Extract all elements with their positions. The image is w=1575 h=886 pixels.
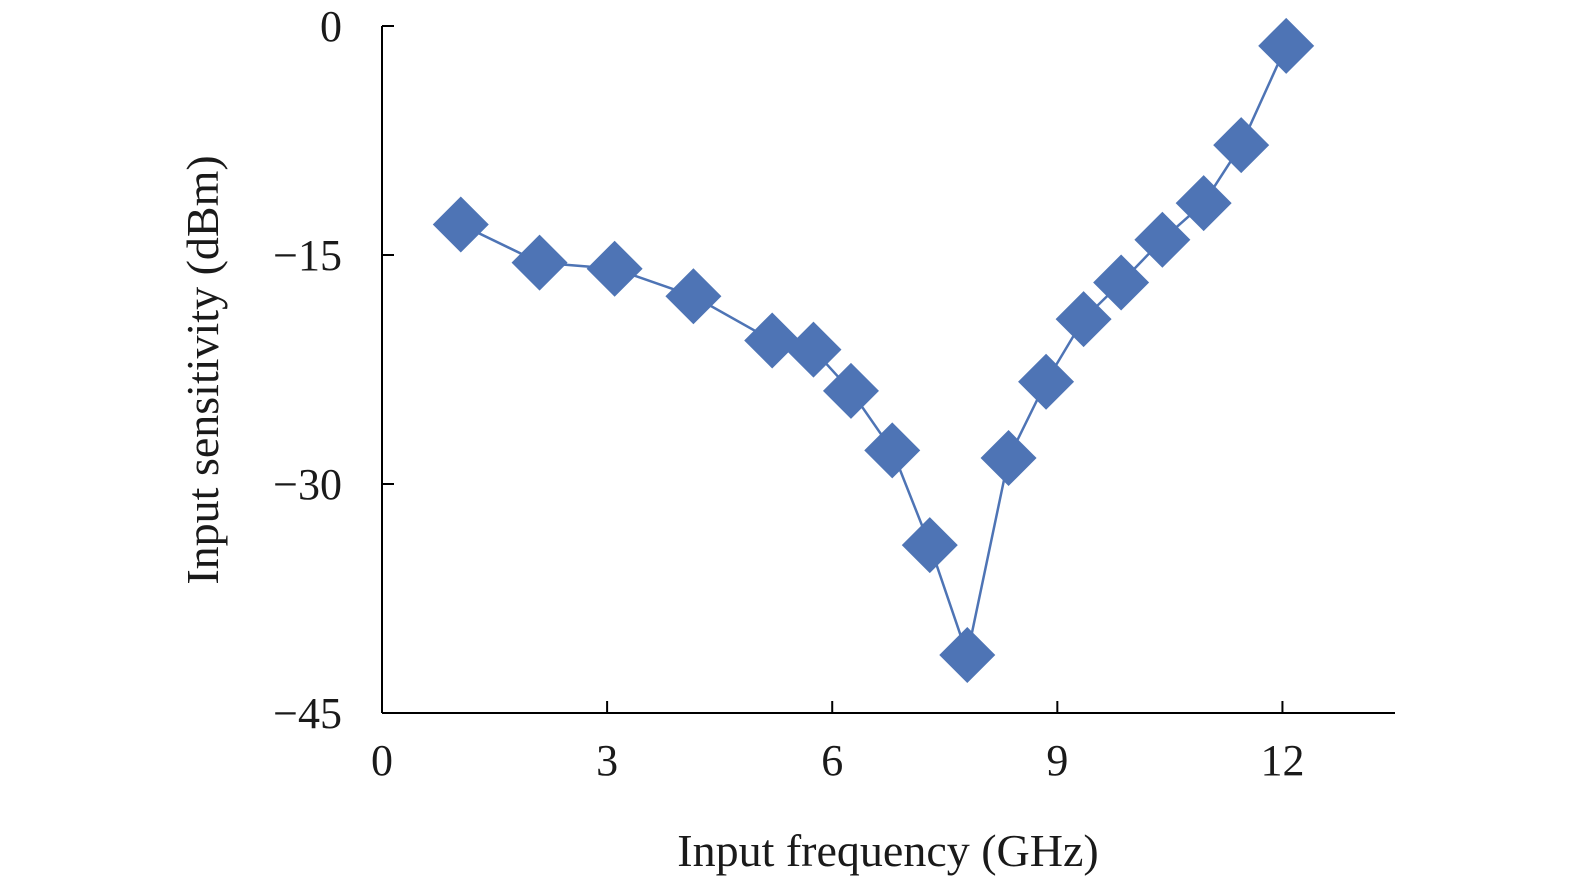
y-tick-label: 0 [320,2,342,51]
y-tick-label: −30 [273,460,342,509]
data-point-marker [1093,254,1150,311]
x-axis-ticks: 0 3 6 9 12 [371,701,1304,785]
data-point-marker [901,517,958,574]
data-point-marker [1213,117,1270,174]
series-line [460,45,1288,660]
data-point-marker [1134,211,1191,268]
data-point-marker [665,268,722,325]
data-point-marker [822,362,879,419]
data-point-marker [1018,353,1075,410]
x-tick-label: 0 [371,736,393,785]
axes [381,26,1395,714]
data-point-marker [1055,291,1112,348]
data-point-marker [432,196,489,253]
data-point-marker [939,626,996,683]
y-axis-ticks: 0 −15 −30 −45 [273,2,394,738]
data-point-marker [511,234,568,291]
x-tick-label: 6 [821,736,843,785]
y-tick-label: −45 [273,689,342,738]
x-tick-label: 9 [1046,736,1068,785]
data-point-marker [1258,17,1315,74]
series-group [432,17,1315,683]
data-point-marker [864,422,921,479]
y-axis-title: Input sensitivity (dBm) [177,155,228,584]
data-point-marker [1175,175,1232,232]
data-point-marker [785,321,842,378]
y-tick-label: −15 [273,231,342,280]
x-tick-label: 3 [596,736,618,785]
data-point-marker [586,240,643,297]
x-tick-label: 12 [1260,736,1304,785]
data-point-marker [980,430,1037,487]
x-axis-title: Input frequency (GHz) [677,825,1098,876]
data-point-marker [744,312,801,369]
